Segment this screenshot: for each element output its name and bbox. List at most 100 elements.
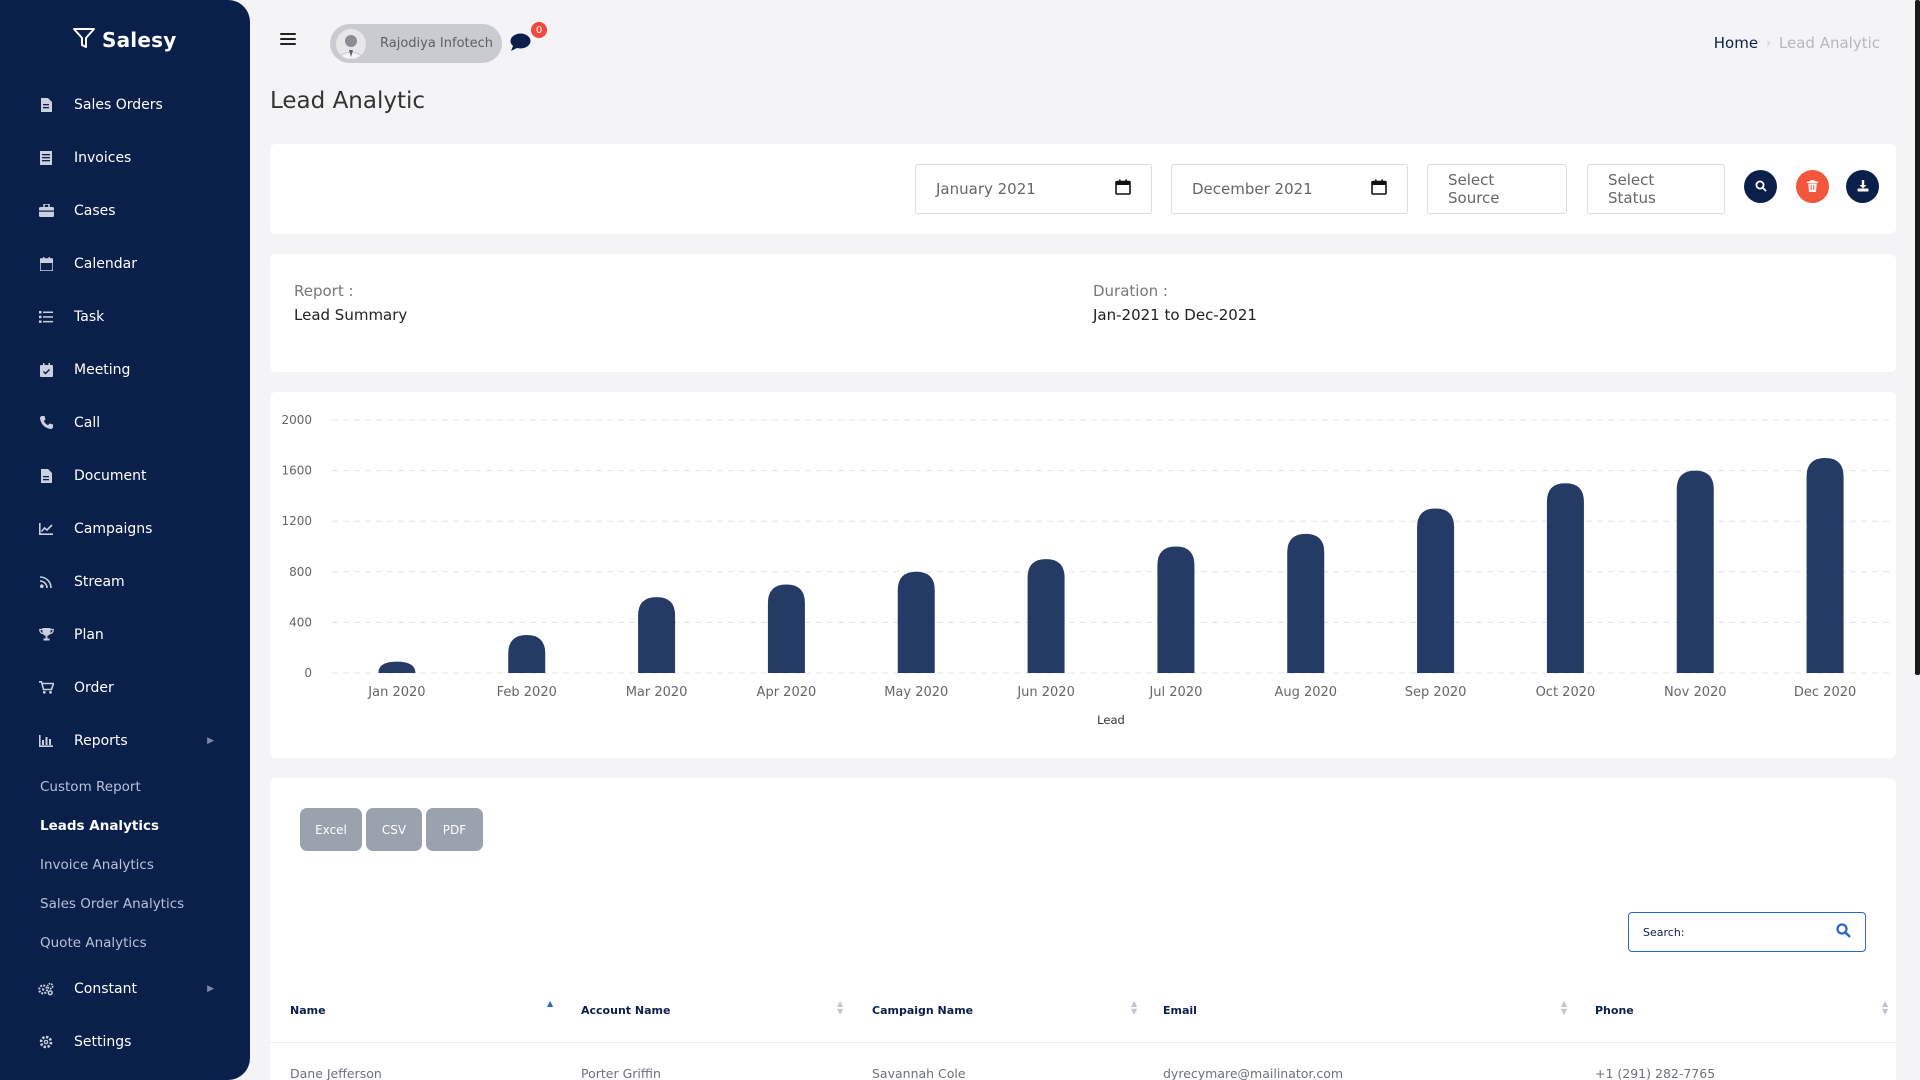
bar xyxy=(1546,483,1584,673)
sort-icon[interactable]: ▲ ▼ xyxy=(1882,999,1889,1016)
search-icon xyxy=(1755,177,1767,196)
sidebar-item-document[interactable]: Document xyxy=(0,449,250,502)
y-tick-label: 0 xyxy=(304,666,312,680)
search-button[interactable] xyxy=(1744,170,1777,203)
sidebar-item-sales-orders[interactable]: Sales Orders xyxy=(0,78,250,131)
duration-value: Jan-2021 to Dec-2021 xyxy=(1093,306,1257,324)
bar xyxy=(767,584,805,673)
sidebar-item-stream[interactable]: Stream xyxy=(0,555,250,608)
bar xyxy=(1676,470,1714,673)
csv-export-button[interactable]: CSV xyxy=(366,808,422,851)
y-tick-label: 400 xyxy=(289,615,312,629)
submenu-item-custom-report[interactable]: Custom Report xyxy=(40,778,141,795)
y-tick-label: 800 xyxy=(289,565,312,579)
sort-icon[interactable]: ▲ ▼ xyxy=(1561,999,1568,1016)
start-month-value: January 2021 xyxy=(936,180,1036,198)
delete-filter-button[interactable] xyxy=(1796,170,1829,203)
document-icon xyxy=(38,97,54,113)
lead-chart-card: 0 400 800 1200 1600 2000 Jan 2020 Feb 2020 Mar 2… xyxy=(270,392,1896,758)
lead-bar-chart: 0 400 800 1200 1600 2000 Jan 2020 Feb 2020 Mar 2… xyxy=(281,413,1890,727)
sidebar-item-call[interactable]: Call xyxy=(0,396,250,449)
page-title: Lead Analytic xyxy=(270,88,426,114)
sort-ascending-icon[interactable]: ▲ xyxy=(547,999,554,1008)
bar xyxy=(508,635,546,673)
sort-icon[interactable]: ▲ ▼ xyxy=(837,999,844,1016)
cell-email: dyrecymare@mailinator.com xyxy=(1163,1066,1344,1080)
source-select[interactable]: Select Source xyxy=(1427,164,1567,214)
report-value: Lead Summary xyxy=(294,306,408,324)
sidebar-item-constant[interactable]: Constant ▶ xyxy=(0,962,250,1015)
sidebar-item-label: Meeting xyxy=(74,361,131,378)
chat-icon[interactable] xyxy=(510,33,531,55)
search-icon xyxy=(1836,923,1851,941)
bar xyxy=(378,661,416,673)
x-tick-label: Apr 2020 xyxy=(757,685,817,700)
pdf-export-button[interactable]: PDF xyxy=(426,808,483,851)
column-header-name[interactable]: Name xyxy=(290,1004,326,1017)
sidebar-item-label: Constant xyxy=(74,980,137,997)
sort-icon[interactable]: ▲ ▼ xyxy=(1131,999,1138,1016)
sidebar-item-label: Calendar xyxy=(74,255,137,272)
calendar-check-icon xyxy=(38,362,54,378)
sidebar-item-meeting[interactable]: Meeting xyxy=(0,343,250,396)
invoice-icon xyxy=(38,150,54,166)
sidebar-item-label: Call xyxy=(74,414,101,431)
bar-chart-icon xyxy=(38,733,54,749)
sidebar-item-settings[interactable]: Settings xyxy=(0,1015,250,1068)
x-tick-label: Oct 2020 xyxy=(1536,685,1596,700)
excel-export-button[interactable]: Excel xyxy=(300,808,362,851)
calendar-icon xyxy=(1115,179,1131,199)
search-label: Search: xyxy=(1643,925,1685,939)
y-tick-label: 2000 xyxy=(281,413,312,427)
sidebar-item-plan[interactable]: Plan xyxy=(0,608,250,661)
sidebar-item-invoices[interactable]: Invoices xyxy=(0,131,250,184)
sidebar-item-cases[interactable]: Cases xyxy=(0,184,250,237)
download-button[interactable] xyxy=(1846,170,1879,203)
status-select[interactable]: Select Status xyxy=(1587,164,1725,214)
end-month-input[interactable]: December 2021 xyxy=(1171,164,1408,214)
page-scrollbar[interactable] xyxy=(1915,0,1920,675)
breadcrumb-separator: › xyxy=(1766,36,1771,50)
x-tick-label: May 2020 xyxy=(884,685,948,700)
submenu-item-quote-analytics[interactable]: Quote Analytics xyxy=(40,934,147,951)
sidebar-item-task[interactable]: Task xyxy=(0,290,250,343)
column-header-account-name[interactable]: Account Name xyxy=(581,1004,671,1017)
brand[interactable]: Salesy xyxy=(72,26,176,54)
breadcrumb: Home › Lead Analytic xyxy=(1714,34,1880,52)
bar xyxy=(897,571,935,673)
start-month-input[interactable]: January 2021 xyxy=(915,164,1152,214)
user-menu[interactable]: Rajodiya Infotech xyxy=(330,24,502,63)
bar xyxy=(1417,508,1455,673)
breadcrumb-current: Lead Analytic xyxy=(1778,34,1880,52)
column-header-campaign-name[interactable]: Campaign Name xyxy=(872,1004,974,1017)
sidebar-menu: Sales Orders Invoices Cases Calendar Tas… xyxy=(0,78,250,1068)
sidebar-item-calendar[interactable]: Calendar xyxy=(0,237,250,290)
x-tick-label: Jan 2020 xyxy=(367,685,425,700)
source-select-placeholder: Select Source xyxy=(1448,171,1500,207)
x-tick-label: Jul 2020 xyxy=(1148,685,1202,700)
column-header-phone[interactable]: Phone xyxy=(1595,1004,1634,1017)
download-icon xyxy=(1857,177,1869,196)
cell-campaign-name: Savannah Cole xyxy=(872,1066,966,1080)
table-search-input[interactable]: Search: xyxy=(1628,912,1866,952)
submenu-item-invoice-analytics[interactable]: Invoice Analytics xyxy=(40,856,154,873)
trash-icon xyxy=(1807,177,1818,196)
sidebar-item-order[interactable]: Order xyxy=(0,661,250,714)
column-header-email[interactable]: Email xyxy=(1163,1004,1197,1017)
menu-toggle-button[interactable] xyxy=(280,33,296,47)
sidebar-item-label: Order xyxy=(74,679,114,696)
x-tick-label: Feb 2020 xyxy=(497,685,557,700)
sidebar-item-label: Plan xyxy=(74,626,104,643)
sidebar-item-label: Cases xyxy=(74,202,116,219)
line-chart-icon xyxy=(38,521,54,537)
x-tick-label: Mar 2020 xyxy=(626,685,688,700)
sidebar-item-campaigns[interactable]: Campaigns xyxy=(0,502,250,555)
x-axis-label: Lead xyxy=(1097,713,1125,727)
chevron-right-icon: ▶ xyxy=(207,735,214,746)
submenu-item-leads-analytics[interactable]: Leads Analytics xyxy=(40,817,159,834)
bar xyxy=(1287,533,1325,673)
sidebar-item-reports[interactable]: Reports ▶ xyxy=(0,714,250,767)
sidebar-item-label: Invoices xyxy=(74,149,132,166)
submenu-item-sales-order-analytics[interactable]: Sales Order Analytics xyxy=(40,895,185,912)
breadcrumb-home[interactable]: Home xyxy=(1713,34,1759,52)
